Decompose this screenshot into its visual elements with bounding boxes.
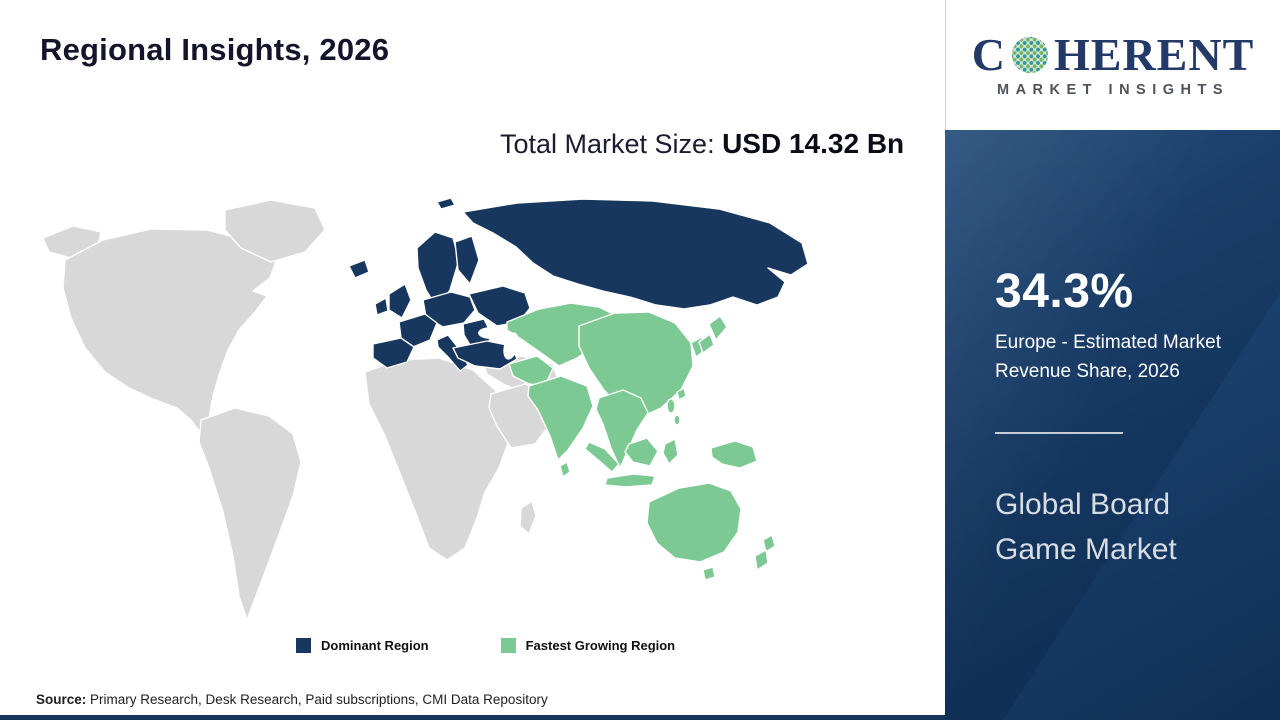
fastest-growing-region-swatch bbox=[500, 638, 516, 653]
neutral-regions bbox=[42, 199, 560, 621]
world-map bbox=[42, 197, 809, 621]
region-south-america bbox=[198, 407, 302, 621]
caspian-sea bbox=[503, 332, 519, 360]
region-russia bbox=[462, 198, 809, 310]
black-sea bbox=[478, 327, 504, 339]
region-uk bbox=[388, 283, 412, 319]
dominant-region-label: Dominant Region bbox=[321, 638, 429, 653]
logo-wordmark: C bbox=[972, 32, 1255, 78]
source-label: Source: bbox=[36, 692, 87, 707]
market-size-label: Total Market Size: bbox=[500, 129, 723, 159]
region-new-zealand-north bbox=[762, 534, 776, 553]
region-sulawesi bbox=[662, 438, 679, 465]
legend-item-fastest-growing: Fastest Growing Region bbox=[500, 638, 676, 653]
region-philippines-south bbox=[673, 414, 681, 426]
total-market-size: Total Market Size: USD 14.32 Bn bbox=[500, 124, 920, 165]
dominant-regions bbox=[348, 197, 809, 372]
region-finland bbox=[454, 235, 480, 285]
logo-letters-herent: HERENT bbox=[1053, 29, 1255, 80]
source-text: Primary Research, Desk Research, Paid su… bbox=[90, 692, 548, 707]
region-italy bbox=[436, 334, 469, 372]
coherent-logo: C bbox=[945, 0, 1280, 130]
revenue-share-caption: Europe - Estimated Market Revenue Share,… bbox=[995, 332, 1221, 382]
logo-letter-c: C bbox=[971, 29, 1006, 80]
source-line: Source: Primary Research, Desk Research,… bbox=[36, 692, 548, 707]
region-india bbox=[527, 375, 594, 461]
logo-subtitle: MARKET INSIGHTS bbox=[996, 82, 1230, 98]
region-new-guinea bbox=[710, 440, 758, 469]
region-japan-south bbox=[698, 333, 715, 354]
revenue-share-value: 34.3% bbox=[995, 265, 1134, 318]
region-sumatra bbox=[584, 441, 620, 473]
region-svalbard bbox=[436, 197, 456, 210]
region-borneo bbox=[624, 437, 659, 467]
region-philippines-north bbox=[666, 398, 676, 414]
dominant-region-swatch bbox=[296, 638, 311, 653]
region-tasmania bbox=[702, 566, 716, 581]
world-map-container bbox=[38, 196, 900, 634]
region-taiwan bbox=[676, 387, 687, 401]
market-size-value: USD 14.32 Bn bbox=[722, 128, 905, 159]
region-ireland bbox=[374, 297, 389, 316]
region-scandinavia bbox=[416, 231, 460, 309]
right-stats-panel: 34.3% Europe - Estimated Market Revenue … bbox=[945, 130, 1280, 720]
region-japan-north bbox=[708, 315, 728, 341]
legend-item-dominant: Dominant Region bbox=[296, 638, 429, 653]
region-iberia bbox=[372, 337, 415, 369]
fastest-growing-region-label: Fastest Growing Region bbox=[525, 638, 676, 653]
bottom-accent-bar bbox=[0, 715, 945, 720]
globe-icon bbox=[1009, 34, 1051, 76]
region-iceland bbox=[348, 259, 370, 279]
region-new-zealand-south bbox=[754, 549, 769, 571]
region-africa bbox=[364, 357, 510, 561]
region-madagascar bbox=[519, 500, 537, 535]
region-australia bbox=[646, 482, 742, 563]
map-legend: Dominant Region Fastest Growing Region bbox=[296, 638, 675, 653]
region-sri-lanka bbox=[559, 461, 571, 478]
panel-divider bbox=[995, 432, 1123, 434]
region-java bbox=[604, 473, 656, 488]
page-title: Regional Insights, 2026 bbox=[40, 32, 390, 67]
growing-regions bbox=[506, 302, 776, 581]
region-greenland bbox=[224, 199, 326, 263]
market-name: Global Board Game Market bbox=[995, 488, 1177, 566]
